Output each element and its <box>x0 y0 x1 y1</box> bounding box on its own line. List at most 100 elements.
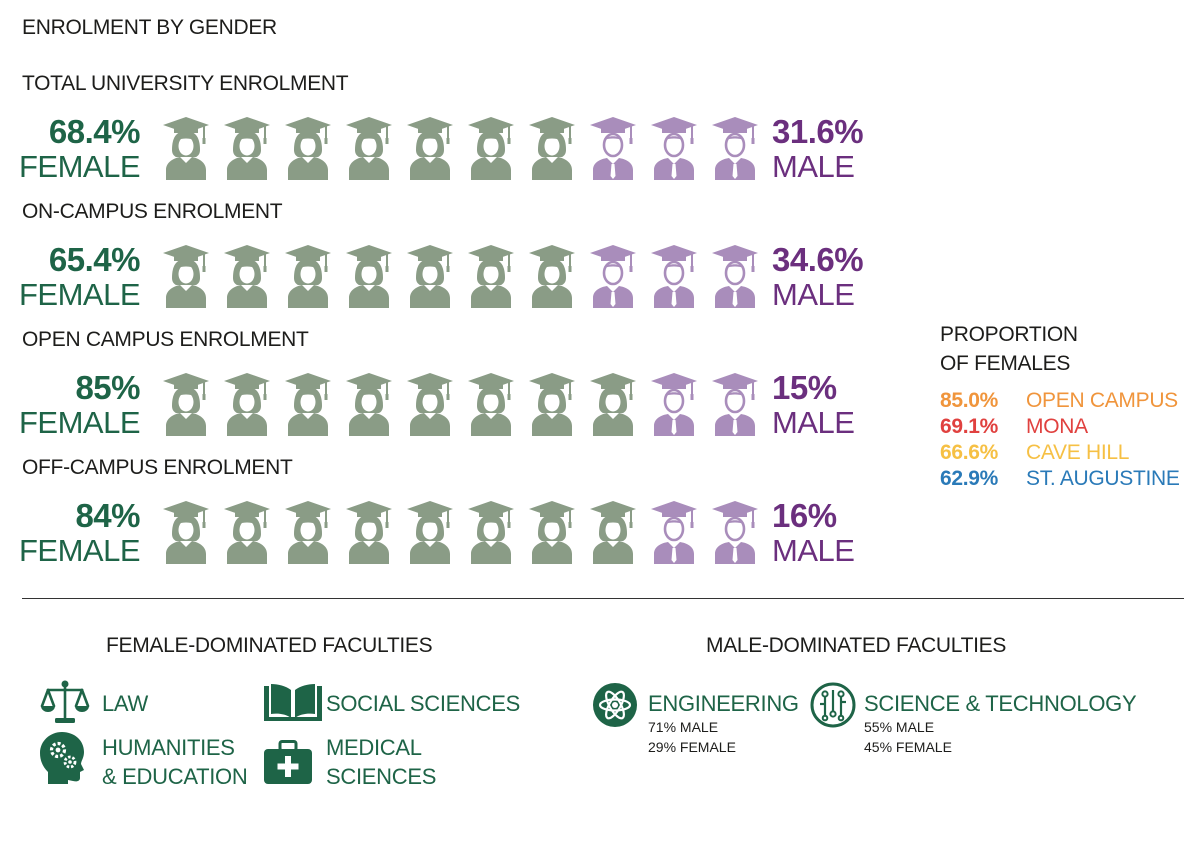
female-graduate-icon <box>468 245 514 308</box>
male-graduate-icon <box>712 117 758 180</box>
head-gears-icon <box>40 732 84 784</box>
male-label-off-campus: MALE <box>772 533 855 568</box>
male-pct-open-campus: 15% <box>772 369 837 406</box>
male-graduate-icon <box>590 117 636 180</box>
proportion-name: OPEN CAMPUS <box>1026 389 1178 412</box>
female-graduate-icon <box>346 117 392 180</box>
female-graduate-icon <box>346 501 392 564</box>
female-pct-off-campus: 84% <box>75 497 140 534</box>
medical-kit-icon <box>264 740 312 784</box>
book-icon <box>264 684 322 721</box>
female-graduate-icon <box>163 373 209 436</box>
icon-row-open-campus <box>162 372 760 436</box>
female-graduate-icon <box>468 373 514 436</box>
proportion-name: MONA <box>1026 415 1088 438</box>
female-graduate-icon <box>346 245 392 308</box>
proportion-item-mona: 69.1% MONA <box>940 415 1088 439</box>
section-divider <box>22 598 1184 599</box>
proportion-name: ST. AUGUSTINE <box>1026 467 1180 490</box>
faculty-engineering: ENGINEERING <box>648 691 799 716</box>
female-faculties-heading: FEMALE-DOMINATED FACULTIES <box>106 634 433 657</box>
atom-icon <box>593 683 637 727</box>
female-graduate-icon <box>407 117 453 180</box>
male-graduate-icon <box>712 501 758 564</box>
row-title-on-campus: ON-CAMPUS ENROLMENT <box>22 200 283 223</box>
faculty-science-technology: SCIENCE & TECHNOLOGY <box>864 691 1137 716</box>
female-graduate-icon <box>224 501 270 564</box>
male-pct-on-campus: 34.6% <box>772 241 864 278</box>
male-label-on-campus: MALE <box>772 277 855 312</box>
proportion-value: 66.6% <box>940 441 999 464</box>
female-graduate-icon <box>529 373 575 436</box>
faculty-medical-sciences: MEDICAL SCIENCES <box>326 733 436 791</box>
proportion-value: 85.0% <box>940 389 999 412</box>
male-graduate-icon <box>651 117 697 180</box>
faculty-humanities: HUMANITIES & EDUCATION <box>102 733 248 791</box>
female-label-total: FEMALE <box>18 149 141 184</box>
male-pct-off-campus: 16% <box>772 497 837 534</box>
male-graduate-icon <box>590 245 636 308</box>
female-graduate-icon <box>529 501 575 564</box>
female-graduate-icon <box>590 501 636 564</box>
proportion-item-open-campus: 85.0% OPEN CAMPUS <box>940 389 1178 413</box>
female-graduate-icon <box>285 373 331 436</box>
faculty-law: LAW <box>102 691 148 716</box>
female-pct-on-campus: 65.4% <box>48 241 141 278</box>
male-pct-total: 31.6% <box>772 113 864 150</box>
row-title-total: TOTAL UNIVERSITY ENROLMENT <box>22 72 349 95</box>
proportion-name: CAVE HILL <box>1026 441 1130 464</box>
proportion-title-line2: OF FEMALES <box>940 352 1071 375</box>
female-graduate-icon <box>224 117 270 180</box>
scales-icon <box>40 680 90 723</box>
proportion-value: 69.1% <box>940 415 999 438</box>
female-label-off-campus: FEMALE <box>18 533 141 568</box>
female-label-open-campus: FEMALE <box>18 405 141 440</box>
faculty-humanities-line1: HUMANITIES <box>102 735 235 760</box>
science-female-pct: 45% FEMALE <box>864 739 952 755</box>
female-pct-open-campus: 85% <box>75 369 140 406</box>
page-title: ENROLMENT BY GENDER <box>22 16 277 39</box>
female-graduate-icon <box>163 117 209 180</box>
male-graduate-icon <box>712 373 758 436</box>
female-graduate-icon <box>285 117 331 180</box>
engineering-male-pct: 71% MALE <box>648 719 719 735</box>
female-graduate-icon <box>468 501 514 564</box>
female-graduate-icon <box>285 501 331 564</box>
proportion-title: PROPORTION OF FEMALES <box>940 320 1078 378</box>
faculty-medical-line2: SCIENCES <box>326 764 437 789</box>
female-graduate-icon <box>346 373 392 436</box>
male-graduate-icon <box>651 373 697 436</box>
female-graduate-icon <box>163 501 209 564</box>
male-graduate-icon <box>712 245 758 308</box>
female-label-on-campus: FEMALE <box>18 277 141 312</box>
female-graduate-icon <box>407 501 453 564</box>
row-title-open-campus: OPEN CAMPUS ENROLMENT <box>22 328 309 351</box>
faculty-humanities-line2: & EDUCATION <box>102 764 248 789</box>
engineering-female-pct: 29% FEMALE <box>648 739 736 755</box>
science-male-pct: 55% MALE <box>864 719 935 735</box>
faculty-social-sciences: SOCIAL SCIENCES <box>326 691 520 716</box>
icon-row-off-campus <box>162 500 760 564</box>
male-label-open-campus: MALE <box>772 405 855 440</box>
female-graduate-icon <box>285 245 331 308</box>
row-title-off-campus: OFF-CAMPUS ENROLMENT <box>22 456 293 479</box>
male-faculties-heading: MALE-DOMINATED FACULTIES <box>706 634 1007 657</box>
icon-row-total <box>162 116 760 180</box>
female-graduate-icon <box>529 117 575 180</box>
circuit-icon <box>810 682 856 728</box>
faculty-medical-line1: MEDICAL <box>326 735 422 760</box>
proportion-item-cave-hill: 66.6% CAVE HILL <box>940 441 1129 465</box>
female-graduate-icon <box>407 245 453 308</box>
female-graduate-icon <box>590 373 636 436</box>
male-graduate-icon <box>651 501 697 564</box>
proportion-title-line1: PROPORTION <box>940 323 1078 346</box>
female-graduate-icon <box>224 373 270 436</box>
proportion-item-st-augustine: 62.9% ST. AUGUSTINE <box>940 467 1180 491</box>
female-graduate-icon <box>407 373 453 436</box>
female-graduate-icon <box>224 245 270 308</box>
female-graduate-icon <box>163 245 209 308</box>
female-graduate-icon <box>468 117 514 180</box>
male-graduate-icon <box>651 245 697 308</box>
female-graduate-icon <box>529 245 575 308</box>
proportion-value: 62.9% <box>940 467 999 490</box>
